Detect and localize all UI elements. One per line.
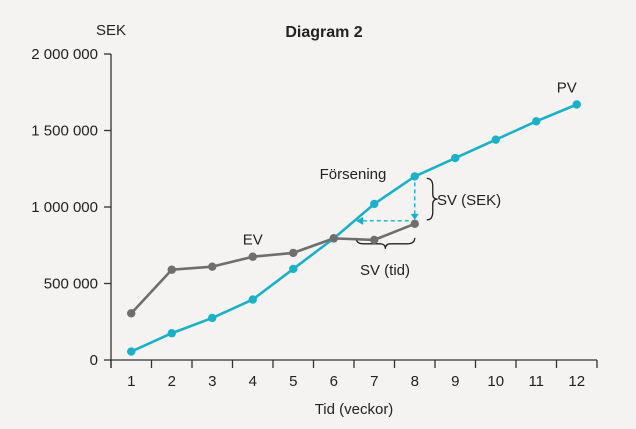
y-tick-label: 1 000 000 bbox=[31, 199, 98, 216]
sv-time-annotation: SV (tid) bbox=[360, 262, 410, 279]
sv-sek-arrowhead bbox=[410, 213, 419, 220]
data-point-pv bbox=[167, 329, 176, 338]
data-point-pv bbox=[370, 199, 379, 209]
schedule-variance-guides bbox=[355, 177, 438, 249]
x-tick-label: 6 bbox=[330, 373, 338, 390]
sv-sek-annotation: SV (SEK) bbox=[437, 192, 501, 209]
data-point-pv bbox=[208, 313, 217, 323]
data-point-ev bbox=[127, 309, 136, 318]
y-ticks: 0 500 000 1 000 000 1 500 000 2 000 000 bbox=[31, 46, 111, 369]
x-ticks: 1 2 3 4 5 6 7 8 9 10 11 12 bbox=[110, 360, 598, 390]
data-point-ev bbox=[410, 219, 419, 229]
x-tick-label: 10 bbox=[487, 373, 504, 390]
x-tick-label: 3 bbox=[208, 373, 216, 390]
delay-annotation: Försening bbox=[320, 166, 387, 183]
y-tick-label: 500 000 bbox=[44, 276, 98, 293]
data-point-ev bbox=[248, 252, 257, 261]
data-point-pv bbox=[491, 135, 500, 144]
y-axis-unit: SEK bbox=[96, 22, 126, 39]
sv-sek-brace bbox=[426, 177, 438, 221]
data-point-pv bbox=[410, 172, 419, 181]
series-group: PV EV bbox=[127, 79, 581, 356]
x-tick-label: 1 bbox=[127, 373, 135, 390]
data-point-pv bbox=[532, 117, 541, 126]
data-point-pv bbox=[289, 264, 298, 274]
x-tick-label: 12 bbox=[568, 373, 585, 390]
series-label-ev: EV bbox=[243, 232, 263, 249]
sv-time-brace bbox=[355, 237, 416, 249]
x-tick-label: 9 bbox=[451, 373, 459, 390]
axes bbox=[110, 54, 597, 368]
y-tick-label: 1 500 000 bbox=[31, 123, 98, 140]
data-point-pv bbox=[248, 295, 257, 304]
x-tick-label: 8 bbox=[411, 373, 419, 390]
x-axis-title: Tid (veckor) bbox=[315, 401, 394, 418]
data-point-ev bbox=[289, 248, 298, 258]
data-point-ev bbox=[208, 262, 217, 271]
y-tick-label: 0 bbox=[90, 352, 98, 369]
x-tick-label: 11 bbox=[528, 373, 544, 390]
data-point-pv bbox=[572, 100, 581, 109]
data-point-pv bbox=[127, 347, 136, 356]
data-point-ev bbox=[329, 234, 338, 243]
data-point-pv bbox=[451, 153, 460, 163]
chart-title: Diagram 2 bbox=[285, 24, 362, 41]
series-line-ev bbox=[130, 222, 416, 315]
data-point-ev bbox=[167, 265, 176, 274]
series-label-pv: PV bbox=[557, 79, 577, 96]
y-tick-label: 2 000 000 bbox=[31, 46, 98, 63]
x-tick-label: 5 bbox=[289, 373, 297, 390]
x-tick-label: 7 bbox=[370, 373, 378, 390]
data-point-ev bbox=[370, 235, 379, 245]
series-line-pv bbox=[130, 103, 578, 353]
x-tick-label: 4 bbox=[249, 373, 257, 390]
x-tick-label: 2 bbox=[168, 373, 176, 390]
sv-time-arrowhead bbox=[356, 216, 364, 225]
